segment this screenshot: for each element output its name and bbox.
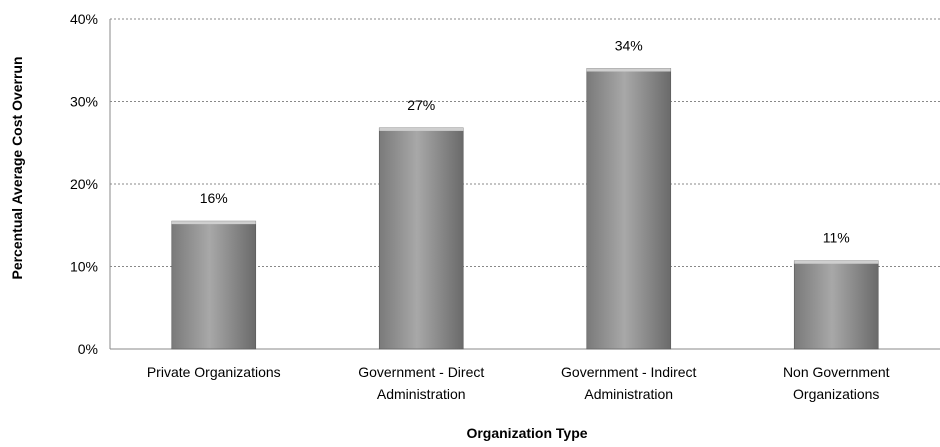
x-tick-label: Government - Indirect (561, 364, 696, 380)
y-tick-label: 10% (70, 259, 98, 275)
bar-highlight (171, 221, 256, 225)
y-tick-label: 0% (78, 341, 98, 357)
bar-highlight (794, 260, 879, 264)
bar (586, 68, 672, 350)
y-tick-label: 30% (70, 94, 98, 110)
data-label: 11% (823, 230, 850, 246)
x-tick-label: Administration (584, 386, 673, 402)
y-tick-label: 20% (70, 176, 98, 192)
y-tick-label: 40% (70, 11, 98, 27)
x-tick-label: Administration (377, 386, 466, 402)
x-tick-label: Organizations (793, 386, 879, 402)
bar (793, 260, 879, 350)
x-tick-label: Government - Direct (358, 364, 484, 380)
x-tick-label: Non Government (783, 364, 890, 380)
bar (378, 127, 464, 350)
data-label: 27% (407, 97, 435, 113)
x-tick-label: Private Organizations (147, 364, 281, 380)
y-axis-title: Percentual Average Cost Overrun (9, 56, 25, 279)
bar-highlight (586, 68, 671, 72)
data-label: 34% (615, 38, 643, 54)
bar (171, 220, 257, 350)
bar-highlight (379, 127, 464, 131)
data-label: 16% (200, 190, 228, 206)
labels: 0% 10% 20% 30% 40% 16% Private Organizations 27… (70, 11, 890, 402)
x-axis-title: Organization Type (466, 425, 587, 441)
bars (171, 68, 879, 350)
